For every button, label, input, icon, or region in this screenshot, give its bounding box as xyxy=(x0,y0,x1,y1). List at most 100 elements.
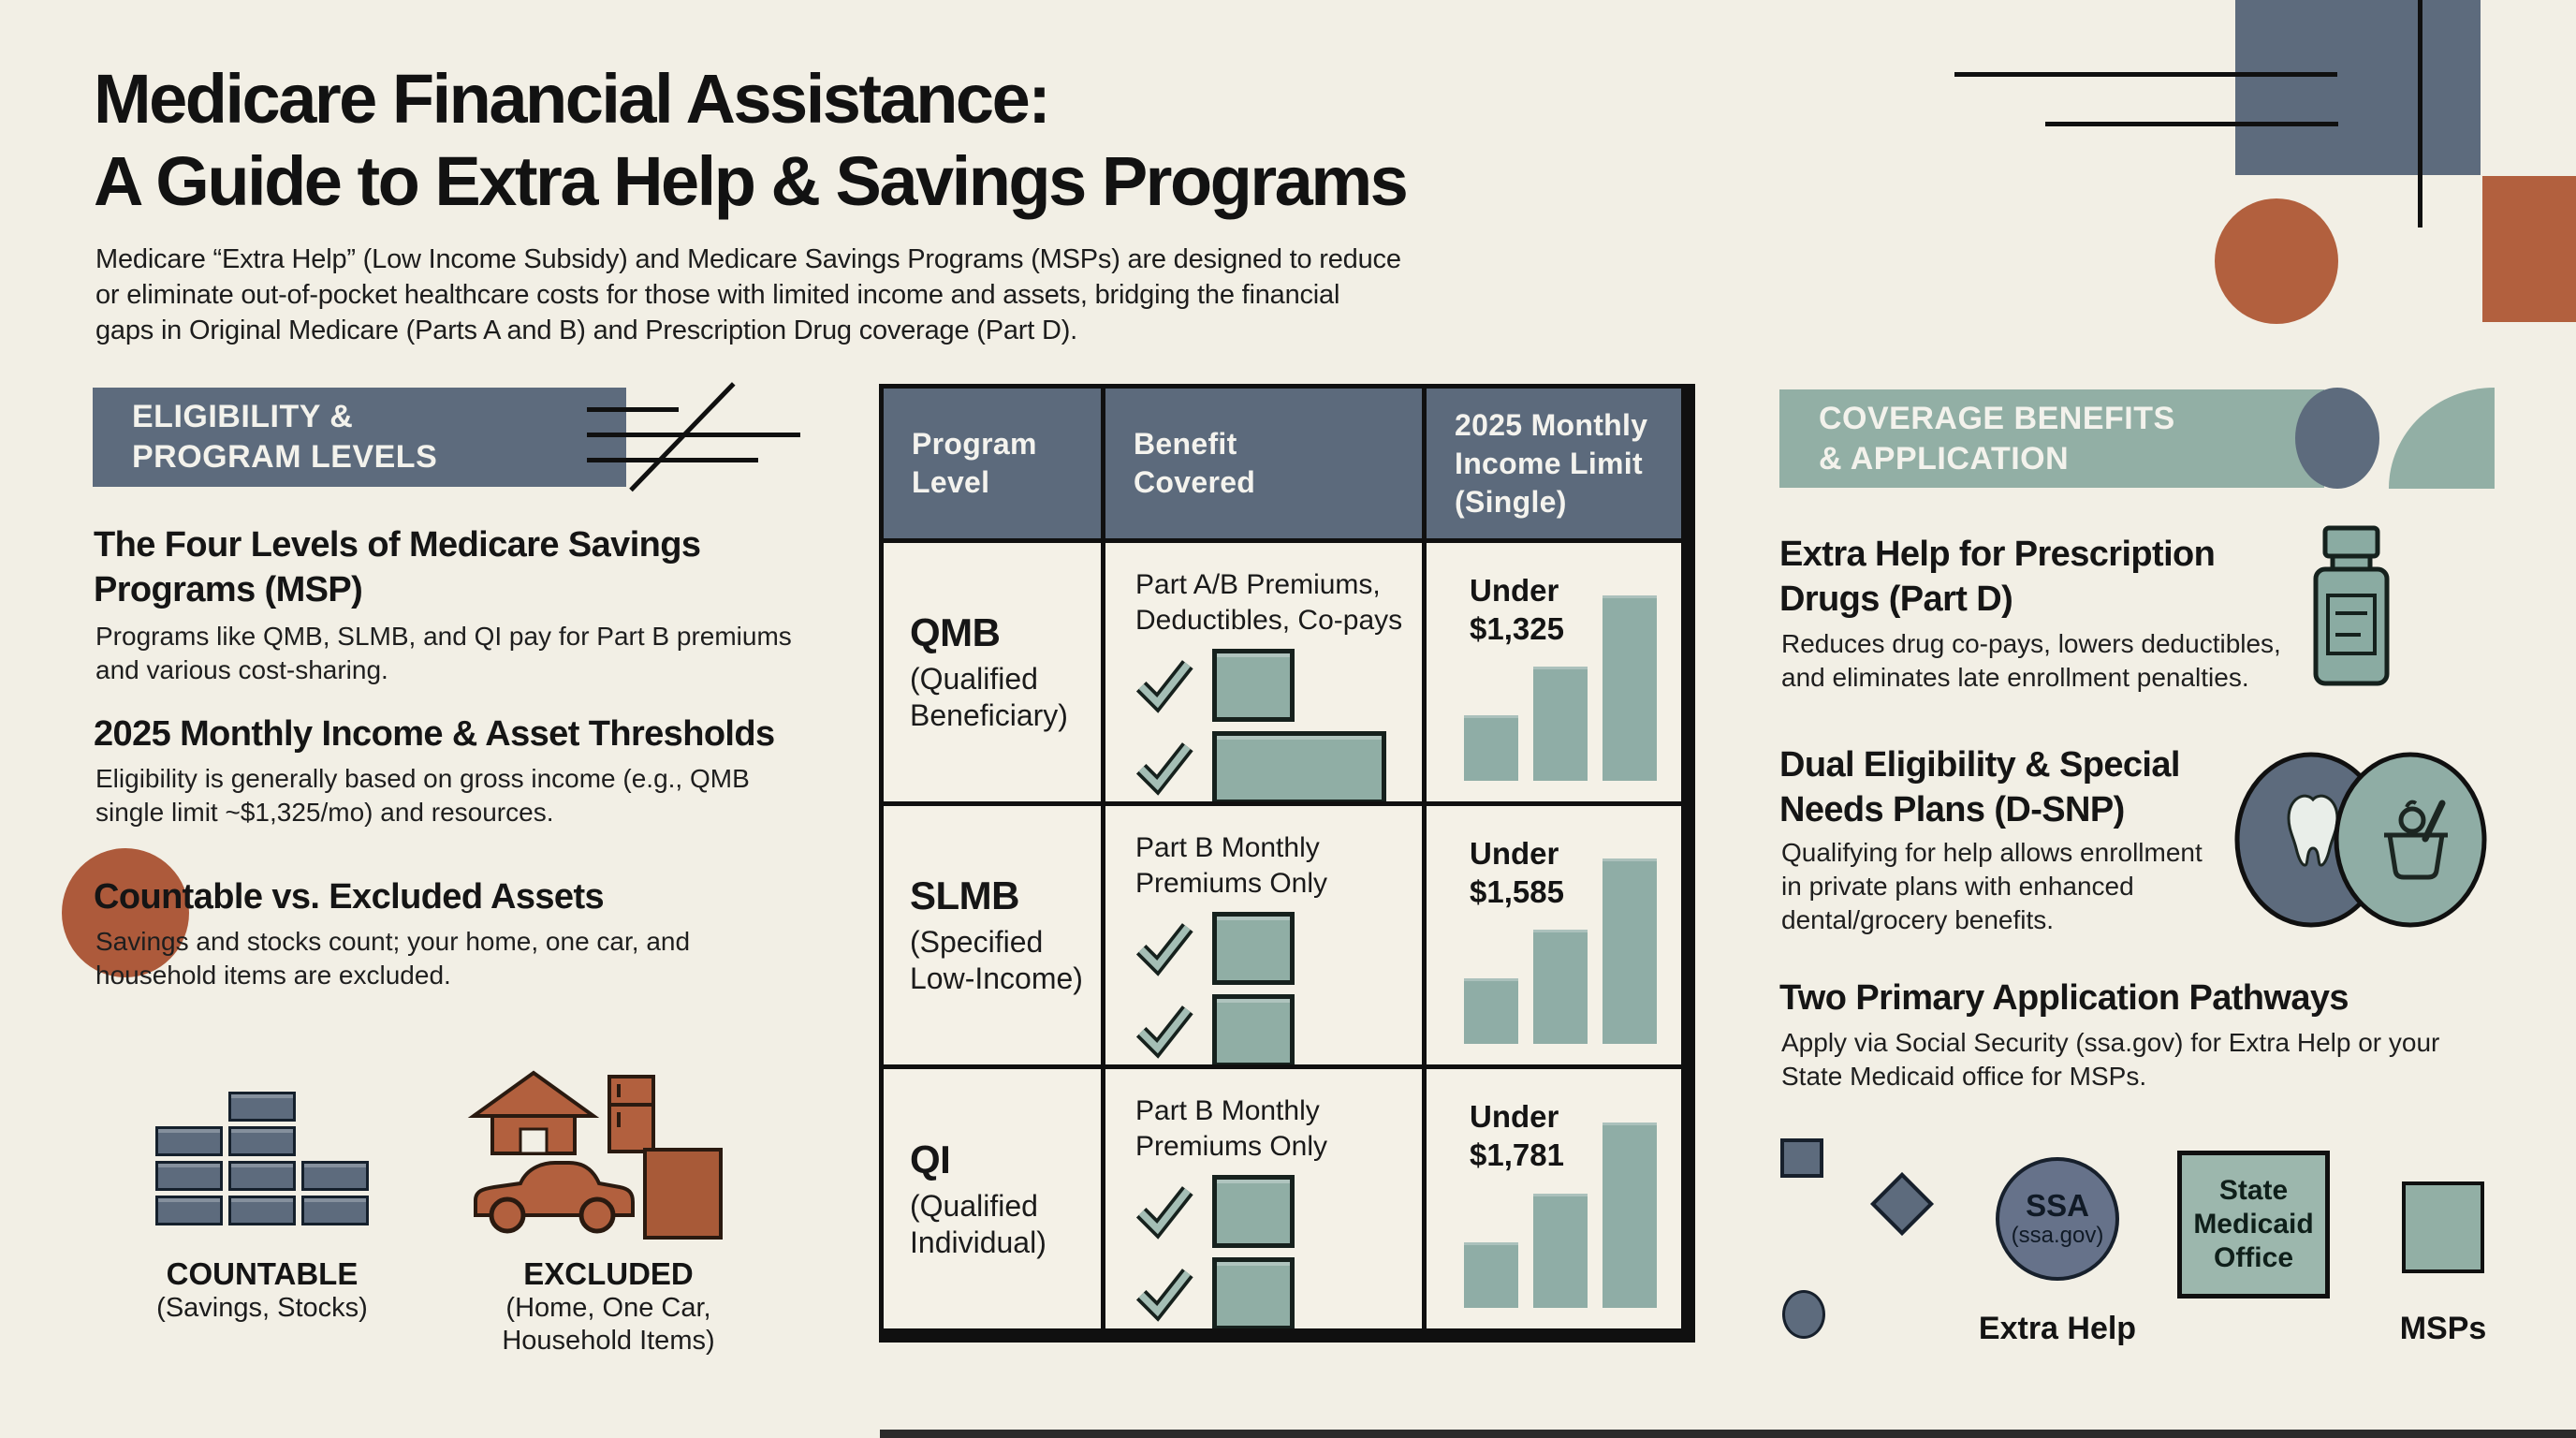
countable-label: COUNTABLE xyxy=(166,1256,359,1291)
benefit-box-icon xyxy=(1212,1175,1295,1248)
body-line: and eliminates late enrollment penalties… xyxy=(1781,663,2249,692)
income-bars-icon xyxy=(1464,858,1657,1044)
extra-help-title: Extra Help for Prescription Drugs (Part … xyxy=(1779,532,2216,622)
body-line: in private plans with enhanced xyxy=(1781,872,2134,901)
table-header-benefit-covered: Benefit Covered xyxy=(1105,389,1422,538)
ssa-pathway-circle: SSA (ssa.gov) xyxy=(1996,1157,2119,1281)
checkmark-icon xyxy=(1135,1269,1193,1322)
assets-title-line: Countable vs. Excluded Assets xyxy=(94,877,605,917)
pathways-title: Two Primary Application Pathways xyxy=(1779,976,2349,1020)
table-row-qi-benefit: Part B Monthly Premiums Only xyxy=(1105,1069,1422,1328)
deco-accent-line-1 xyxy=(587,407,679,412)
eligibility-header: ELIGIBILITY & PROGRAM LEVELS xyxy=(93,388,626,487)
income-bars-icon xyxy=(1464,595,1657,781)
body-line: State Medicaid office for MSPs. xyxy=(1781,1062,2147,1091)
thresholds-title-line: 2025 Monthly Income & Asset Thresholds xyxy=(94,714,775,754)
deco-vertical-line xyxy=(2418,0,2422,227)
deco-rust-circle-left xyxy=(62,848,189,977)
dsnp-title: Dual Eligibility & Special Needs Plans (… xyxy=(1779,742,2180,832)
deco-slate-oval xyxy=(2295,388,2379,489)
eligibility-header-line2: PROGRAM LEVELS xyxy=(132,439,438,475)
benefit-box-icon xyxy=(1212,994,1295,1064)
table-row-slmb-program: SLMB (Specified Low-Income) xyxy=(884,806,1101,1064)
intro-line: or eliminate out-of-pocket healthcare co… xyxy=(95,280,1340,310)
checkmark-icon xyxy=(1135,923,1193,976)
coverage-header-line2: & APPLICATION xyxy=(1819,440,2070,477)
body-line: Eligibility is generally based on gross … xyxy=(95,764,750,793)
checkmark-icon xyxy=(1135,1186,1193,1240)
body-line: Apply via Social Security (ssa.gov) for … xyxy=(1781,1028,2440,1057)
msp-levels-title: The Four Levels of Medicare Savings Prog… xyxy=(94,522,701,612)
ssa-label: SSA xyxy=(2026,1188,2089,1223)
deco-horizontal-line-2 xyxy=(2045,122,2338,126)
eligibility-header-line1: ELIGIBILITY & xyxy=(132,399,354,434)
intro-line: Medicare “Extra Help” (Low Income Subsid… xyxy=(95,244,1401,274)
excluded-sublabel-line: (Home, One Car, xyxy=(505,1293,711,1323)
house-icon xyxy=(467,1070,600,1155)
assets-title: Countable vs. Excluded Assets xyxy=(94,874,605,919)
deco-sage-fin xyxy=(2389,388,2495,489)
excluded-sublabel-line: Household Items) xyxy=(502,1326,715,1356)
msp-levels-title-line: The Four Levels of Medicare Savings xyxy=(94,525,701,565)
benefit-box-icon xyxy=(1212,649,1295,722)
deco-accent-line-2 xyxy=(587,433,800,437)
venn-grocery-circle xyxy=(2334,752,2487,928)
extra-help-title-line: Extra Help for Prescription xyxy=(1779,535,2216,574)
car-icon xyxy=(474,1161,635,1234)
table-row-qi-limit: Under $1,781 xyxy=(1427,1069,1681,1328)
pathways-body: Apply via Social Security (ssa.gov) for … xyxy=(1781,1026,2439,1093)
tooth-icon xyxy=(2287,794,2339,867)
deco-bottom-strip xyxy=(880,1430,2576,1438)
box-icon xyxy=(643,1148,723,1240)
excluded-label: EXCLUDED xyxy=(523,1256,694,1291)
msp-levels-body: Programs like QMB, SLMB, and QI pay for … xyxy=(95,620,792,687)
state-medicaid-office-box: State Medicaid Office xyxy=(2177,1151,2330,1299)
medicaid-label-line: Medicaid xyxy=(2193,1209,2314,1240)
body-line: household items are excluded. xyxy=(95,961,451,990)
thresholds-title: 2025 Monthly Income & Asset Thresholds xyxy=(94,712,775,756)
table-header-income-limit: 2025 Monthly Income Limit (Single) xyxy=(1427,389,1681,538)
checkmark-icon xyxy=(1135,660,1193,713)
medicaid-label-line: State xyxy=(2218,1175,2289,1206)
countable-sublabel: (Savings, Stocks) xyxy=(156,1293,368,1323)
extra-help-title-line: Drugs (Part D) xyxy=(1779,580,2013,619)
table-row-qmb-limit: Under $1,325 xyxy=(1427,543,1681,801)
intro-line: gaps in Original Medicare (Parts A and B… xyxy=(95,315,1078,345)
excluded-sublabel: (Home, One Car, Household Items) xyxy=(468,1292,749,1357)
table-row-slmb-benefit: Part B Monthly Premiums Only xyxy=(1105,806,1422,1064)
intro-paragraph: Medicare “Extra Help” (Low Income Subsid… xyxy=(95,242,1401,348)
dsnp-title-line: Needs Plans (D-SNP) xyxy=(1779,790,2125,829)
deco-diamond xyxy=(1870,1172,1934,1236)
ssa-gov-label: (ssa.gov) xyxy=(2011,1223,2104,1248)
body-line: Reduces drug co-pays, lowers deductibles… xyxy=(1781,629,2281,658)
msp-levels-title-line: Programs (MSP) xyxy=(94,570,363,609)
benefit-box-icon xyxy=(1212,912,1295,985)
checkmark-icon xyxy=(1135,742,1193,796)
deco-small-square xyxy=(1780,1138,1823,1178)
dsnp-body: Qualifying for help allows enrollment in… xyxy=(1781,836,2203,937)
coverage-header: COVERAGE BENEFITS & APPLICATION xyxy=(1779,389,2324,488)
extra-help-body: Reduces drug co-pays, lowers deductibles… xyxy=(1781,627,2281,695)
deco-small-ellipse xyxy=(1782,1290,1825,1339)
checkmark-icon xyxy=(1135,1005,1193,1059)
coverage-header-line1: COVERAGE BENEFITS xyxy=(1819,400,2175,436)
msps-pathway-label: MSPs xyxy=(2399,1311,2487,1346)
body-line: Qualifying for help allows enrollment xyxy=(1781,838,2203,867)
page-title-line2: A Guide to Extra Help & Savings Programs xyxy=(94,142,1409,220)
table-header-program-level: Program Level xyxy=(884,389,1101,538)
income-bars-icon xyxy=(1464,1123,1657,1308)
pathways-title-line: Two Primary Application Pathways xyxy=(1779,978,2349,1018)
refrigerator-icon xyxy=(607,1075,655,1153)
body-line: Savings and stocks count; your home, one… xyxy=(95,927,691,956)
table-row-qmb-program: QMB (Qualified Beneficiary) xyxy=(884,543,1101,801)
thresholds-body: Eligibility is generally based on gross … xyxy=(95,762,750,829)
msp-program-table: Program Level Benefit Covered 2025 Monthly… xyxy=(879,384,1695,1343)
body-line: single limit ~$1,325/mo) and resources. xyxy=(95,798,554,827)
grocery-basket-icon xyxy=(2384,800,2448,880)
deco-slate-square xyxy=(2235,0,2481,175)
page-title-line1: Medicare Financial Assistance: xyxy=(94,60,1051,138)
table-row-qmb-benefit: Part A/B Premiums, Deductibles, Co-pays xyxy=(1105,543,1422,801)
table-row-qi-program: QI (Qualified Individual) xyxy=(884,1069,1101,1328)
body-line: and various cost-sharing. xyxy=(95,655,388,684)
